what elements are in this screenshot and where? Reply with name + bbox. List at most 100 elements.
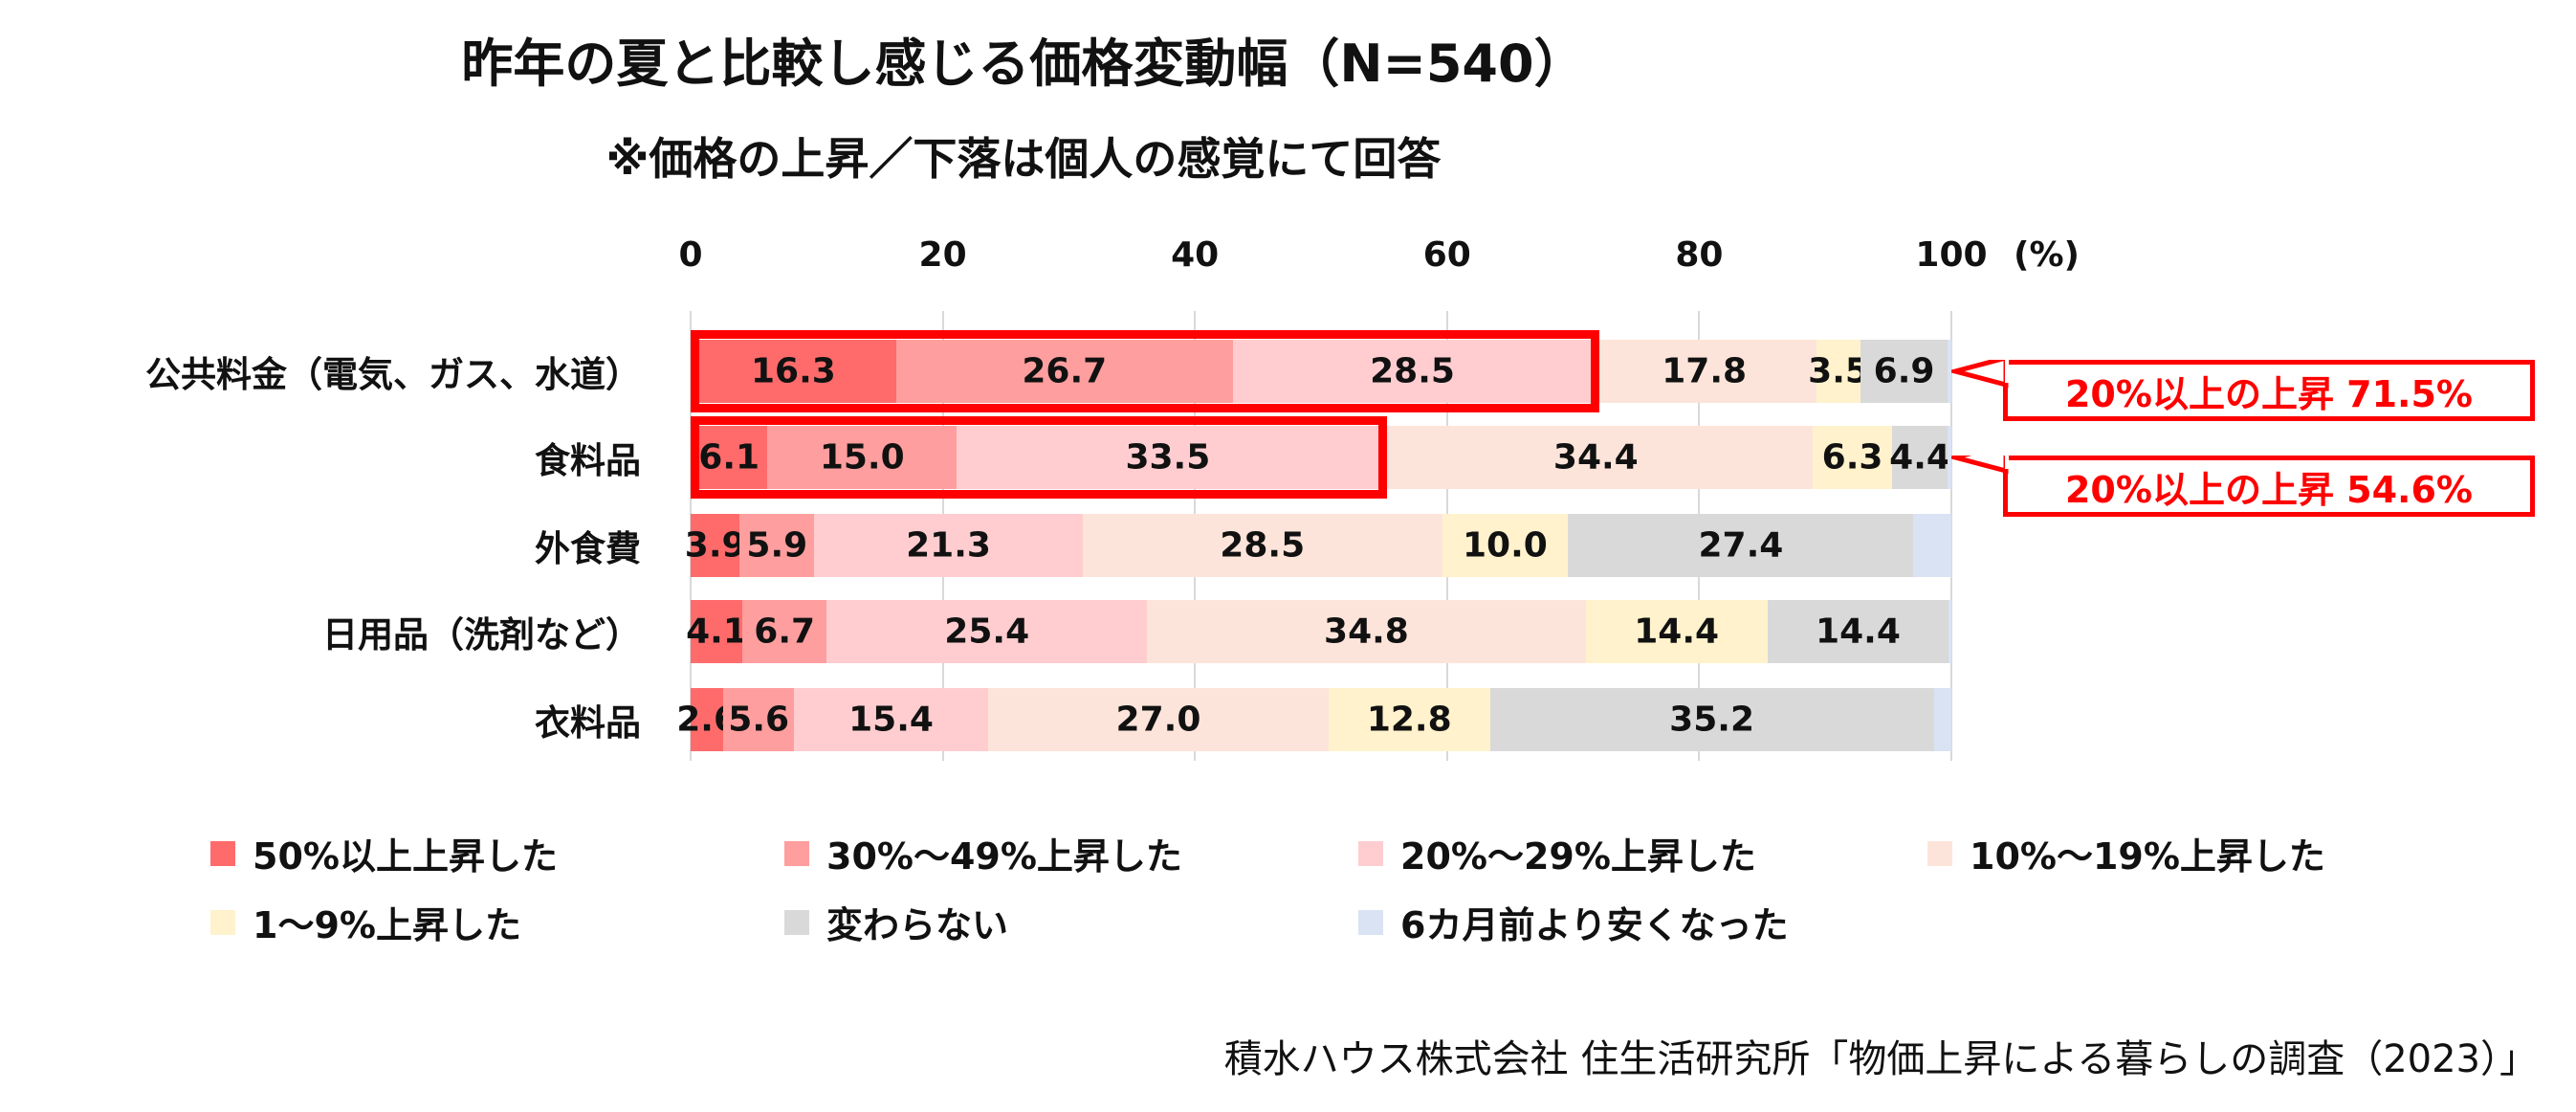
legend-swatch [1927, 840, 1952, 866]
data-label: 10.0 [1463, 525, 1548, 566]
category-label: 日用品（洗剤など） [322, 614, 641, 656]
data-label: 27.0 [1115, 700, 1201, 740]
data-label: 4.1 [686, 612, 747, 652]
bar-segment [691, 426, 768, 489]
data-label: 4.4 [1889, 437, 1950, 478]
callout-pointer [1951, 456, 2009, 475]
legend-item: 10%～19%上昇した [1927, 827, 2325, 879]
bar-segment [1813, 426, 1893, 489]
bar-segment [1592, 340, 1816, 403]
bar-segment [1860, 340, 1949, 403]
data-label: 6.3 [1821, 437, 1883, 478]
legend-swatch [210, 840, 235, 866]
bar-segment [1232, 340, 1593, 403]
data-label: 12.8 [1366, 700, 1452, 740]
data-label: 25.4 [944, 612, 1030, 652]
bar-segment [739, 514, 815, 577]
legend-item: 変わらない [784, 896, 1008, 948]
bar-segment [1913, 514, 1951, 577]
bar-segment [1892, 426, 1949, 489]
data-label: 16.3 [750, 351, 836, 391]
x-tick-label: 100 [1915, 235, 1988, 275]
data-label: 6.9 [1873, 351, 1935, 391]
legend-item: 50%以上上昇した [210, 827, 558, 879]
bar-segment [1933, 688, 1951, 751]
data-label: 28.5 [1220, 525, 1306, 566]
bar-segment [826, 600, 1148, 663]
highlight-box [691, 330, 1600, 412]
callout-pointer [1951, 360, 2009, 389]
bar-segment [1767, 600, 1949, 663]
chart-title: 昨年の夏と比較し感じる価格変動幅（N=540） [461, 33, 1586, 94]
legend-item: 1～9%上昇した [210, 896, 521, 948]
legend-label: 30%～49%上昇した [826, 835, 1182, 878]
category-label: 衣料品 [535, 702, 641, 744]
data-label: 27.4 [1698, 525, 1784, 566]
data-label: 5.6 [728, 700, 790, 740]
legend-label: 50%以上上昇した [253, 835, 558, 878]
bar-segment [1489, 688, 1934, 751]
data-label: 3.5 [1808, 351, 1869, 391]
bar-segment [1147, 600, 1586, 663]
legend-label: 6カ月前より安くなった [1400, 904, 1789, 946]
source-note: 積水ハウス株式会社 住生活研究所「物価上昇による暮らしの調査（2023）」 [1223, 1037, 2538, 1081]
x-tick-label: 80 [1675, 235, 1724, 275]
data-label: 34.8 [1324, 612, 1409, 652]
data-label: 5.9 [746, 525, 808, 566]
data-label: 35.2 [1669, 700, 1754, 740]
x-tick-label: 40 [1171, 235, 1220, 275]
data-label: 15.0 [819, 437, 905, 478]
data-label: 21.3 [906, 525, 991, 566]
legend-label: 1～9%上昇した [253, 904, 521, 946]
bar-segment [1082, 514, 1442, 577]
legend-item: 30%～49%上昇した [784, 827, 1182, 879]
data-label: 17.8 [1662, 351, 1748, 391]
bar-segment [723, 688, 795, 751]
data-label: 28.5 [1370, 351, 1455, 391]
legend-swatch [784, 909, 809, 935]
bar-segment [1328, 688, 1490, 751]
bar-segment [988, 688, 1329, 751]
bar-segment [1568, 514, 1914, 577]
bar-segment [794, 688, 989, 751]
legend-item: 20%～29%上昇した [1358, 827, 1756, 879]
category-label: 公共料金（電気、ガス、水道） [145, 354, 641, 395]
data-label: 6.1 [698, 437, 760, 478]
callout-box: 20%以上の上昇 71.5% [2003, 360, 2535, 421]
chart-subtitle: ※価格の上昇／下落は個人の感覚にて回答 [605, 133, 1442, 185]
x-tick-label: 20 [918, 235, 967, 275]
x-tick-label: 0 [678, 235, 703, 275]
legend-swatch [784, 840, 809, 866]
legend-item: 6カ月前より安くなった [1358, 896, 1789, 948]
bar-segment [957, 426, 1379, 489]
bar-segment [742, 600, 827, 663]
data-label: 15.4 [848, 700, 934, 740]
legend-label: 20%～29%上昇した [1400, 835, 1756, 878]
data-label: 6.7 [754, 612, 816, 652]
legend-swatch [1358, 840, 1383, 866]
bar-segment [1948, 426, 1951, 489]
bar-segment [767, 426, 958, 489]
data-label: 26.7 [1022, 351, 1108, 391]
bar-segment [691, 600, 743, 663]
bar-segment [1816, 340, 1861, 403]
bar-segment [1585, 600, 1768, 663]
bar-segment [1378, 426, 1814, 489]
legend-swatch [210, 909, 235, 935]
data-label: 14.4 [1816, 612, 1901, 652]
legend-label: 変わらない [826, 904, 1009, 946]
data-label: 3.9 [684, 525, 746, 566]
category-label: 外食費 [535, 528, 641, 569]
data-label: 34.4 [1552, 437, 1639, 478]
bar-segment [691, 514, 740, 577]
gridline [1950, 311, 1952, 761]
data-label: 14.4 [1634, 612, 1720, 652]
bar-segment [1442, 514, 1569, 577]
callout-box: 20%以上の上昇 54.6% [2003, 456, 2535, 517]
bar-segment [691, 688, 724, 751]
bar-segment [814, 514, 1083, 577]
bar-segment [1948, 340, 1951, 403]
highlight-box [691, 416, 1387, 499]
legend-swatch [1358, 909, 1383, 935]
x-tick-label: 60 [1422, 235, 1471, 275]
